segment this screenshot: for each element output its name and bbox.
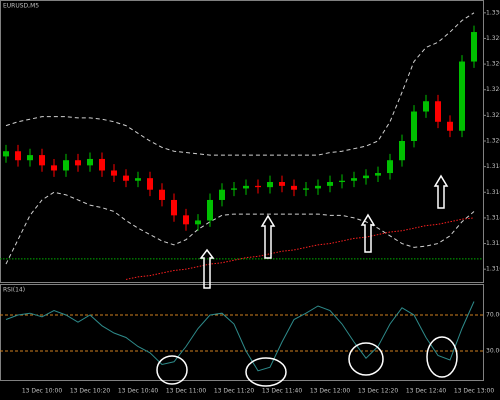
candle-body [63,160,69,171]
arrow [360,213,376,253]
circle-highlight [245,357,287,387]
candle-body [195,220,201,225]
x-tick-label: 13 Dec 11:20 [214,388,255,395]
indicator-line [5,12,475,156]
candle-body [39,155,45,166]
annotations [156,174,458,387]
candle-body [339,180,345,183]
candle-body [27,155,33,161]
candle-body [183,215,189,225]
x-tick-label: 13 Dec 12:20 [358,388,399,395]
y-tick-label: 1.3300 [486,9,500,16]
candle-body [279,182,285,186]
oscillator-line [5,301,475,372]
candle-body [75,160,81,166]
arrow [433,174,449,209]
candle-body [447,121,453,131]
candle-body [363,175,369,179]
circle-highlight [426,336,458,378]
candle-body [87,158,93,166]
candle-body [315,185,321,189]
x-tick-label: 13 Dec 11:00 [166,388,207,395]
x-tick-label: 13 Dec 13:00 [454,388,495,395]
x-tick-label: 13 Dec 12:00 [310,388,351,395]
y-tick-label: 1.3180 [486,163,500,170]
marks: 1.3100 1.3120 1.3140 1.3160 1.3180 1.3200 1.32… [0,9,500,395]
y-tick-label: 30.00 [486,348,500,355]
candle-body [351,178,357,181]
y-tick-label: 1.3280 [486,35,500,42]
candle-body [399,141,405,161]
candle-body [267,182,273,188]
x-tick-label: 13 Dec 12:40 [406,388,447,395]
candle-body [423,101,429,112]
candle-body [243,185,249,189]
circle-highlight [156,355,188,385]
candle-body [411,111,417,141]
candle-body [375,173,381,176]
x-tick-label: 13 Dec 10:20 [70,388,111,395]
candle-body [291,185,297,190]
indicator-line [125,217,475,280]
circle-highlight [348,342,384,376]
candle-body [303,188,309,190]
x-tick-label: 13 Dec 10:40 [118,388,159,395]
y-tick-label: 1.3220 [486,112,500,119]
candle-body [51,165,57,171]
candle-body [171,199,177,216]
candle-body [15,151,21,161]
candle-body [387,160,393,174]
chart-title: EURUSD,M5 [3,3,39,10]
candle-body [111,170,117,176]
y-tick-label: 1.3160 [486,189,500,196]
candle-body [255,185,261,188]
oscillator-panel-frame [0,284,484,381]
y-tick-label: 70.00 [486,312,500,319]
candle-body [99,158,105,171]
y-tick-label: 1.3200 [486,138,500,145]
x-tick-label: 13 Dec 10:00 [22,388,63,395]
y-tick-label: 1.3260 [486,61,500,68]
candle-body [135,178,141,181]
candle-body [159,189,165,200]
arrow [260,214,276,259]
candle-body [459,61,465,131]
x-tick-label: 13 Dec 11:40 [262,388,303,395]
candle-body [123,175,129,181]
y-tick-label: 1.3140 [486,214,500,221]
candle-body [435,101,441,122]
candle-body [3,151,9,157]
candle-body [327,182,333,186]
oscillator-title: RSI(14) [3,287,25,294]
arrow [199,248,215,289]
candle-body [207,199,213,221]
y-tick-label: 1.3120 [486,240,500,247]
candle-body [231,188,237,190]
indicator-line [5,191,475,265]
candle-body [471,32,477,62]
candle-body [147,178,153,190]
y-tick-label: 1.3100 [486,266,500,273]
y-tick-label: 1.3240 [486,86,500,93]
candle-body [219,189,225,200]
